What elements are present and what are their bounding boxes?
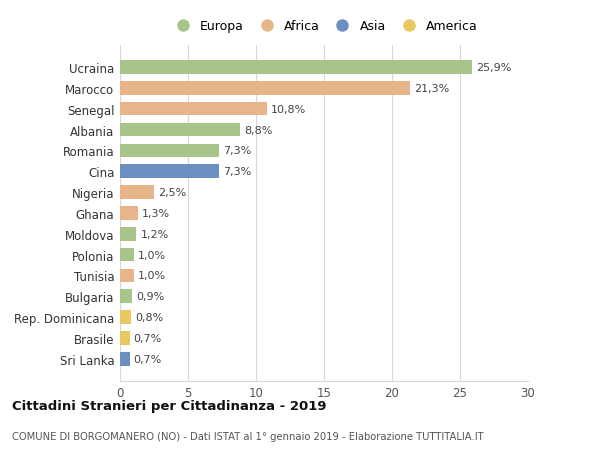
Bar bbox=[120, 186, 154, 199]
Legend: Europa, Africa, Asia, America: Europa, Africa, Asia, America bbox=[170, 20, 478, 33]
Text: 21,3%: 21,3% bbox=[414, 84, 449, 94]
Bar bbox=[120, 207, 137, 220]
Bar bbox=[120, 352, 130, 366]
Text: 2,5%: 2,5% bbox=[158, 188, 187, 198]
Text: 7,3%: 7,3% bbox=[223, 167, 251, 177]
Text: 0,8%: 0,8% bbox=[135, 313, 163, 322]
Bar bbox=[120, 331, 130, 345]
Bar bbox=[120, 82, 410, 95]
Text: 7,3%: 7,3% bbox=[223, 146, 251, 156]
Bar bbox=[120, 311, 131, 324]
Text: 1,0%: 1,0% bbox=[137, 250, 166, 260]
Bar bbox=[120, 144, 219, 158]
Bar bbox=[120, 165, 219, 179]
Bar bbox=[120, 103, 267, 116]
Text: 10,8%: 10,8% bbox=[271, 105, 306, 114]
Bar bbox=[120, 228, 136, 241]
Text: 25,9%: 25,9% bbox=[476, 63, 512, 73]
Bar bbox=[120, 290, 132, 303]
Text: 1,0%: 1,0% bbox=[137, 271, 166, 281]
Bar bbox=[120, 248, 134, 262]
Bar bbox=[120, 123, 239, 137]
Text: 0,7%: 0,7% bbox=[134, 354, 162, 364]
Text: Cittadini Stranieri per Cittadinanza - 2019: Cittadini Stranieri per Cittadinanza - 2… bbox=[12, 399, 326, 412]
Text: 1,2%: 1,2% bbox=[140, 229, 169, 239]
Text: 1,3%: 1,3% bbox=[142, 208, 170, 218]
Bar bbox=[120, 61, 472, 75]
Bar bbox=[120, 269, 134, 283]
Text: COMUNE DI BORGOMANERO (NO) - Dati ISTAT al 1° gennaio 2019 - Elaborazione TUTTIT: COMUNE DI BORGOMANERO (NO) - Dati ISTAT … bbox=[12, 431, 484, 442]
Text: 0,9%: 0,9% bbox=[136, 291, 164, 302]
Text: 8,8%: 8,8% bbox=[244, 125, 272, 135]
Text: 0,7%: 0,7% bbox=[134, 333, 162, 343]
